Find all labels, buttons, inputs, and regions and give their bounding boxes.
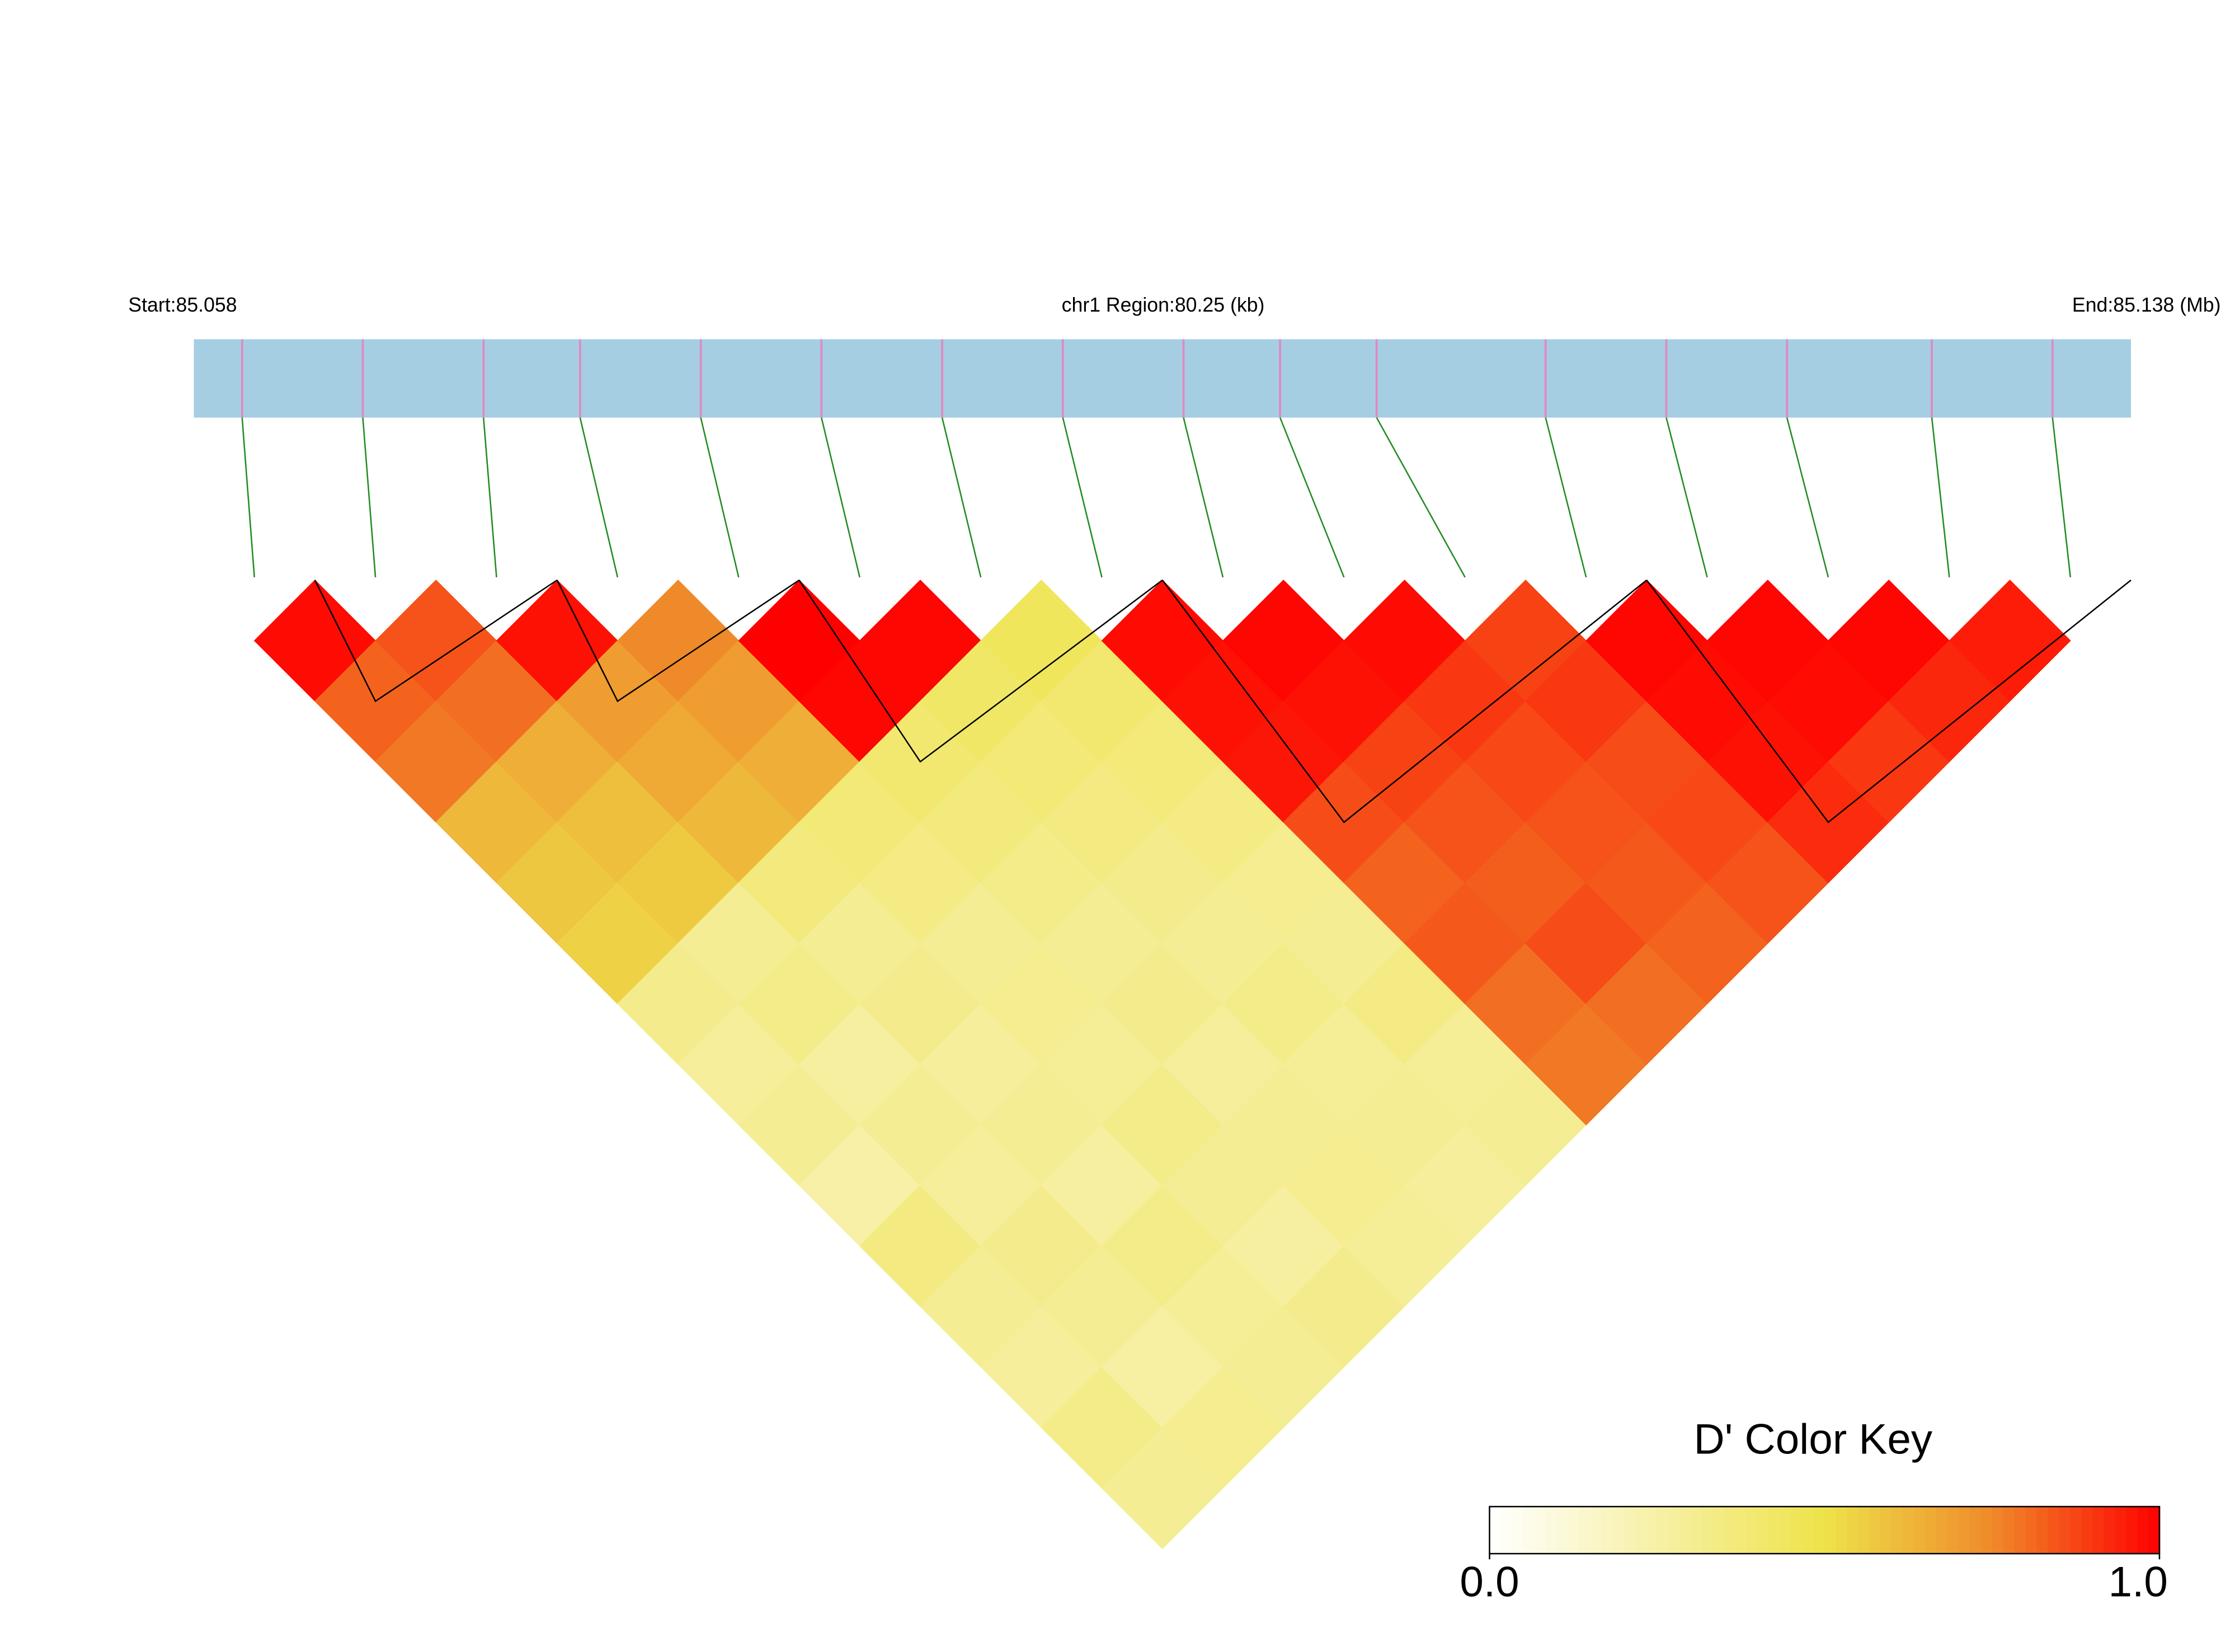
ld-block — [556, 579, 800, 703]
key-swatch — [2092, 1507, 2105, 1554]
key-swatch — [1690, 1507, 1702, 1554]
ld-block — [798, 579, 1163, 763]
key-swatch — [1847, 1507, 1859, 1554]
key-swatch — [1534, 1507, 1546, 1554]
snp-link — [1376, 417, 1466, 578]
key-swatch — [2137, 1507, 2149, 1554]
snp-link — [821, 417, 860, 578]
key-swatch — [1701, 1507, 1714, 1554]
key-tick-label: 1.0 — [2109, 1558, 2168, 1606]
snp-link — [362, 417, 377, 578]
key-swatch — [1512, 1507, 1524, 1554]
key-swatch — [1791, 1507, 1803, 1554]
key-swatch — [2148, 1507, 2161, 1554]
key-title: D' Color Key — [1694, 1416, 1933, 1463]
snp-link — [1786, 417, 1829, 578]
key-swatch — [1858, 1507, 1870, 1554]
ld-cell — [1949, 580, 2071, 702]
key-swatch — [2126, 1507, 2138, 1554]
key-swatch — [1489, 1507, 1502, 1554]
key-swatch — [1992, 1507, 2004, 1554]
key-frame — [1489, 1505, 2161, 1555]
key-swatch — [1579, 1507, 1591, 1554]
key-swatch — [1802, 1507, 1814, 1554]
key-swatch — [1556, 1507, 1569, 1554]
snp-link — [579, 417, 619, 578]
snp-link — [482, 417, 497, 578]
key-swatch — [2059, 1507, 2071, 1554]
key-swatch — [1780, 1507, 1792, 1554]
snp-link — [1183, 417, 1224, 578]
key-swatch — [2081, 1507, 2093, 1554]
end-label: End:85.138 (Mb) — [2072, 294, 2221, 316]
key-swatch — [1947, 1507, 1959, 1554]
start-label: Start:85.058 — [128, 294, 237, 316]
key-swatch — [1757, 1507, 1770, 1554]
snp-link — [1931, 417, 1950, 578]
key-swatch — [1746, 1507, 1758, 1554]
key-swatch — [1523, 1507, 1535, 1554]
key-swatch — [1824, 1507, 1837, 1554]
key-swatch — [1668, 1507, 1681, 1554]
key-swatch — [1980, 1507, 1993, 1554]
key-swatch — [2104, 1507, 2116, 1554]
key-swatch — [1601, 1507, 1613, 1554]
snp-link — [941, 417, 982, 578]
key-swatch — [2025, 1507, 2038, 1554]
key-swatch — [2070, 1507, 2082, 1554]
key-swatch — [1936, 1507, 1949, 1554]
key-swatch — [1902, 1507, 1915, 1554]
key-swatch — [2115, 1507, 2127, 1554]
key-swatch — [1958, 1507, 1970, 1554]
key-swatch — [1925, 1507, 1937, 1554]
key-swatch — [1891, 1507, 1904, 1554]
key-swatch — [1500, 1507, 1513, 1554]
key-swatch — [1836, 1507, 1848, 1554]
key-swatch — [2036, 1507, 2049, 1554]
snp-link — [1665, 417, 1708, 578]
key-swatch — [1634, 1507, 1647, 1554]
snp-link — [241, 417, 255, 578]
ld-block — [314, 579, 558, 703]
key-swatch — [1735, 1507, 1747, 1554]
key-swatch — [1623, 1507, 1636, 1554]
key-tick-label: 0.0 — [1460, 1558, 1519, 1606]
region-label: chr1 Region:80.25 (kb) — [1062, 294, 1265, 316]
snp-link — [1545, 417, 1587, 578]
key-swatch — [1590, 1507, 1602, 1554]
key-swatch — [1645, 1507, 1658, 1554]
key-swatch — [1612, 1507, 1625, 1554]
key-swatch — [1679, 1507, 1692, 1554]
key-swatch — [1880, 1507, 1893, 1554]
key-swatch — [1568, 1507, 1580, 1554]
key-swatch — [1724, 1507, 1736, 1554]
key-swatch — [2003, 1507, 2015, 1554]
key-swatch — [2014, 1507, 2026, 1554]
key-swatch — [1712, 1507, 1725, 1554]
key-swatch — [2048, 1507, 2060, 1554]
key-swatch — [1657, 1507, 1669, 1554]
ld-block — [1161, 580, 1648, 823]
key-swatch — [1545, 1507, 1558, 1554]
snp-link — [1062, 417, 1103, 578]
snp-link — [1279, 417, 1345, 578]
snp-link — [2052, 417, 2072, 578]
ld-block — [1646, 580, 2132, 823]
key-swatch — [1969, 1507, 1982, 1554]
snp-link — [700, 417, 740, 578]
gene-bar — [194, 339, 2132, 418]
key-swatch — [1813, 1507, 1825, 1554]
key-swatch — [1913, 1507, 1926, 1554]
key-swatch — [1768, 1507, 1781, 1554]
key-swatch — [1869, 1507, 1881, 1554]
